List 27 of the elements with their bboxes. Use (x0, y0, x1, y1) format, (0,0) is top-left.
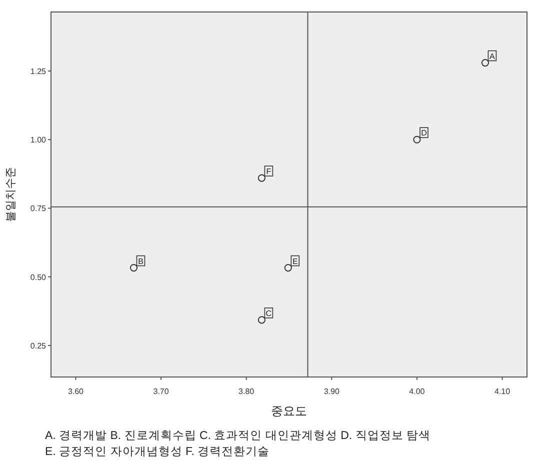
y-axis-title: 불일치수준 (5, 167, 17, 222)
annotation: D (421, 128, 428, 138)
annotation: E (292, 256, 298, 266)
x-tick-label: 4.00 (409, 387, 426, 396)
x-tick-label: 4.10 (494, 387, 511, 396)
text: E. 긍정적인 자아개념형성 F. 경력전환기술 (45, 446, 270, 458)
text: A. 경력개발 B. 진로계획수립 C. 효과적인 대인관계형성 D. 직업정보 탐색 (45, 430, 430, 442)
point (258, 316, 266, 324)
x-tick-label: 3.80 (238, 387, 255, 396)
point (284, 264, 292, 272)
annotation: F (266, 167, 272, 176)
point (130, 264, 138, 272)
annotation: B (138, 256, 144, 266)
y-tick-label: 1.25 (30, 67, 47, 76)
annotation: C (266, 308, 272, 318)
x-tick-label: 3.60 (68, 387, 84, 396)
point (258, 174, 266, 182)
point (413, 136, 421, 144)
annotation: A (490, 52, 496, 61)
x-axis-title: 중요도 (271, 404, 307, 418)
y-tick-label: 0.25 (30, 341, 47, 350)
y-tick-label: 0.50 (30, 272, 47, 282)
x-tick-label: 3.70 (153, 387, 170, 396)
y-tick-label: 1.00 (30, 136, 47, 145)
point (481, 58, 489, 67)
x-tick-label: 3.90 (324, 387, 340, 396)
y-tick-label: 0.75 (30, 204, 47, 214)
